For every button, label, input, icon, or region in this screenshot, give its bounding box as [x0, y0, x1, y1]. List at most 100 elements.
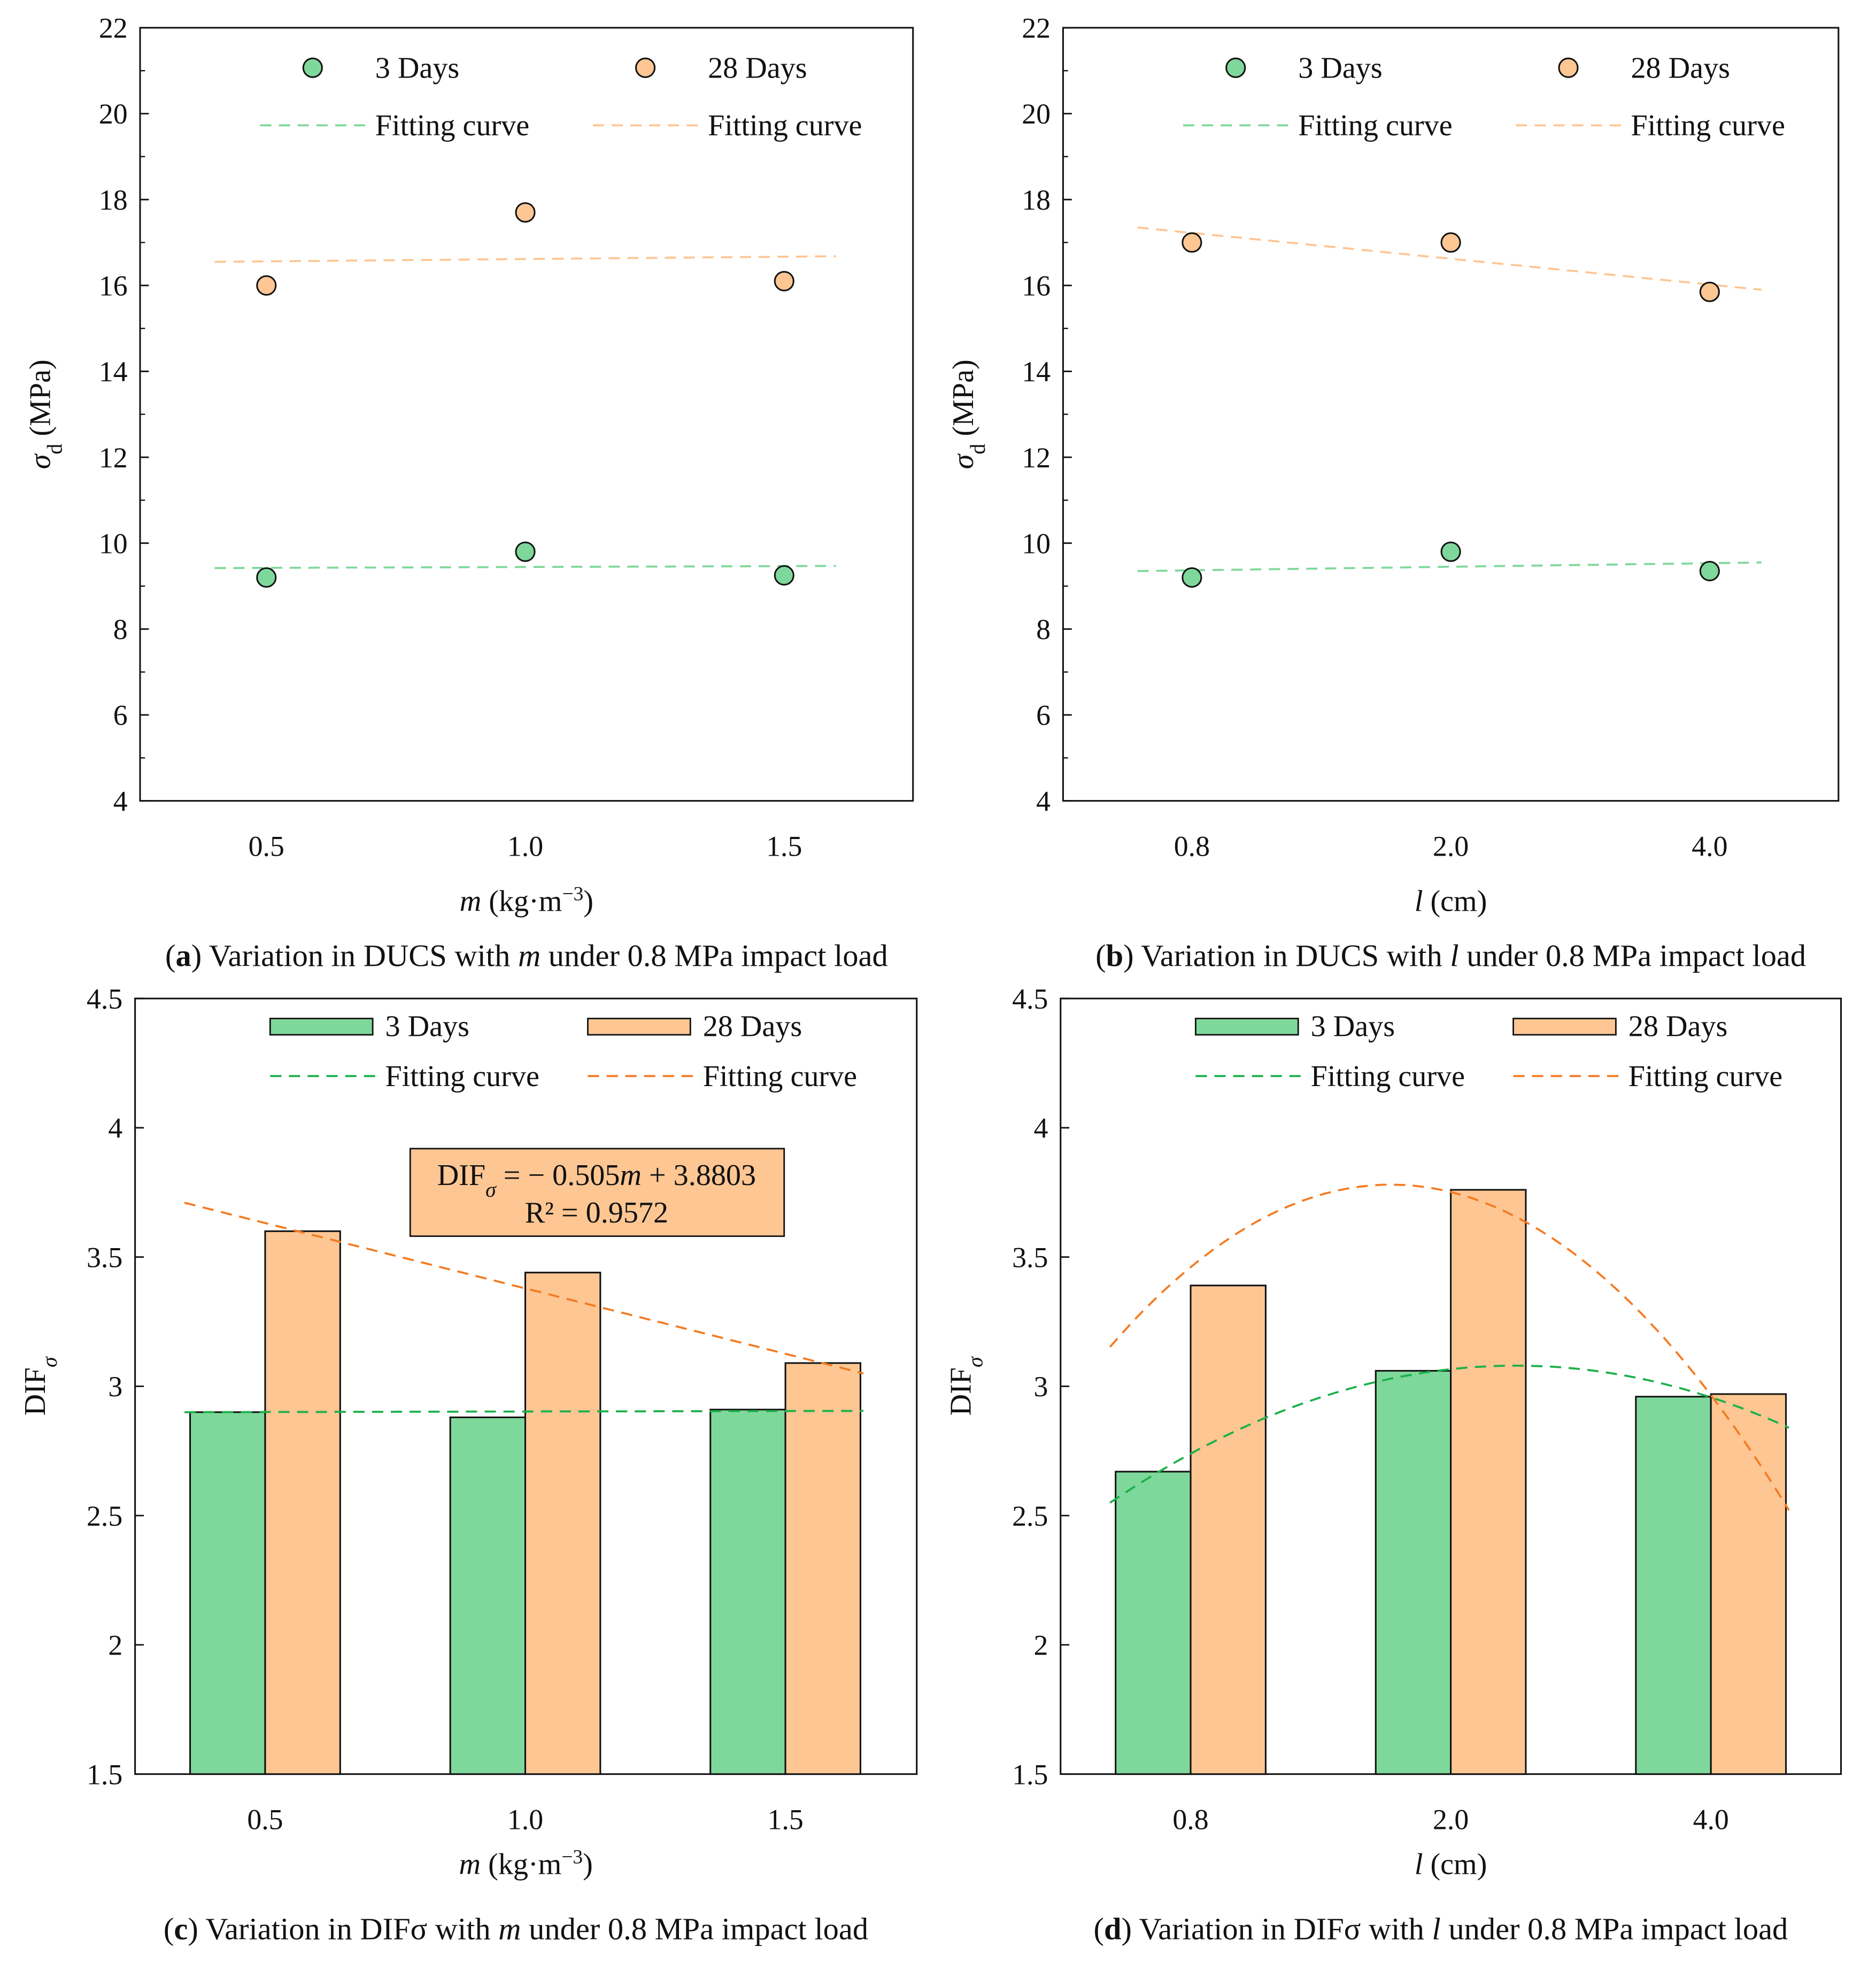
- text-span: Fitting curve: [1628, 1060, 1782, 1093]
- text-span: 3 Days: [375, 51, 459, 84]
- legend-label: 28 Days: [1628, 1010, 1728, 1043]
- text-span: DIF: [944, 1367, 977, 1416]
- text-span: 2.5: [1012, 1500, 1048, 1532]
- y-tick-label: 10: [99, 527, 128, 559]
- y-tick-label: 16: [99, 270, 128, 302]
- text-span: −3: [561, 1846, 583, 1868]
- text-span: 20: [1022, 98, 1051, 130]
- point-3-days: [1182, 567, 1202, 588]
- text-span: 22: [99, 12, 128, 44]
- plot-frame: [139, 27, 914, 802]
- point-28-days: [256, 275, 277, 296]
- text-span: l: [1450, 938, 1458, 973]
- bar-28-days: [784, 1362, 861, 1775]
- text-span: l: [1415, 1848, 1423, 1881]
- text-span: DIF: [19, 1367, 52, 1416]
- bar-28-days: [1710, 1393, 1787, 1775]
- text-span: 28 Days: [708, 51, 807, 84]
- text-span: 4: [113, 785, 128, 817]
- fitting-curve-28-days: [214, 255, 836, 263]
- text-span: 1.5: [767, 1804, 803, 1836]
- chart-panel-b: 4 6 8 10 12 14 16 18 20 22 0.8 2.0 4.0 l (cm) σd (MPa)…: [947, 12, 1840, 973]
- text-span: 4.5: [87, 983, 122, 1015]
- legend-label: 28 Days: [703, 1010, 802, 1043]
- x-tick-label: 1.5: [766, 830, 802, 863]
- y-tick-label: 20: [99, 98, 128, 130]
- point-3-days: [1440, 541, 1461, 562]
- text-span: Fitting curve: [1631, 109, 1785, 142]
- legend-marker-0: [302, 57, 323, 78]
- text-span: 1.0: [507, 1804, 543, 1836]
- text-span: 18: [1022, 184, 1051, 216]
- legend-label: Fitting curve: [1311, 1060, 1465, 1093]
- x-axis-label: l (cm): [1415, 1848, 1487, 1881]
- text-span: 10: [1022, 527, 1051, 559]
- x-tick-label: 0.8: [1172, 1804, 1208, 1836]
- text-span: 28 Days: [1631, 51, 1730, 84]
- panel-caption: (c) Variation in DIFσ with m under 0.8 M…: [164, 1911, 868, 1946]
- bar-28-days: [524, 1272, 601, 1775]
- panel-caption: (b) Variation in DUCS with l under 0.8 M…: [1095, 938, 1806, 973]
- chart-panel-d: 1.5 2 2.5 3 3.5 4 4.5 0.8 2.0 4.0 l (cm) DIFσ (d) Va…: [944, 983, 1842, 1946]
- legend-label: 3 Days: [375, 51, 459, 84]
- y-tick-label: 8: [113, 613, 128, 645]
- y-axis-label: DIFσ: [944, 1356, 987, 1416]
- text-span: ) Variation in DUCS with: [191, 938, 518, 973]
- text-span: 20: [99, 98, 128, 130]
- text-span: (cm): [1423, 1848, 1487, 1881]
- text-span: R² = 0.9572: [525, 1196, 668, 1229]
- text-span: under 0.8 MPa impact load: [541, 938, 888, 973]
- point-28-days: [1182, 232, 1202, 253]
- bar-28-days: [264, 1230, 341, 1775]
- y-tick-label: 4: [1033, 1112, 1048, 1144]
- text-span: 4.5: [1012, 983, 1048, 1015]
- text-span: 6: [1036, 699, 1051, 732]
- text-span: d: [1104, 1911, 1122, 1946]
- text-span: l: [1415, 884, 1423, 918]
- text-span: 18: [99, 184, 128, 216]
- text-span: under 0.8 MPa impact load: [1441, 1911, 1788, 1946]
- bar-3-days: [709, 1409, 786, 1775]
- y-tick-label: 1.5: [87, 1758, 122, 1790]
- text-span: σ: [24, 453, 57, 469]
- x-tick-label: 0.5: [247, 1804, 283, 1836]
- fitting-curve-3-days: [184, 1410, 864, 1413]
- text-span: (: [165, 938, 175, 973]
- text-span: 2: [1033, 1629, 1048, 1661]
- text-span: (MPa): [947, 359, 980, 443]
- text-span: 14: [99, 356, 128, 388]
- equation-text: DIFσ = − 0.505m + 3.8803: [437, 1159, 756, 1202]
- panel-caption: (a) Variation in DUCS with m under 0.8 M…: [165, 938, 888, 973]
- legend-label: Fitting curve: [708, 109, 862, 142]
- fitting-curve-28-days: [184, 1202, 864, 1375]
- y-tick-label: 4: [1036, 785, 1051, 817]
- y-tick-label: 3.5: [87, 1241, 122, 1273]
- text-span: c: [174, 1911, 188, 1946]
- text-span: 1.5: [1012, 1758, 1048, 1790]
- x-axis-label: m (kg·m−3): [460, 883, 593, 918]
- x-tick-label: 0.8: [1174, 830, 1210, 863]
- x-axis-label: m (kg·m−3): [459, 1846, 593, 1881]
- x-tick-label: 4.0: [1693, 1804, 1729, 1836]
- text-span: 22: [1022, 12, 1051, 44]
- point-3-days: [256, 567, 277, 588]
- y-tick-label: 22: [99, 12, 128, 44]
- text-span: 3: [108, 1371, 122, 1403]
- text-span: (: [164, 1911, 174, 1946]
- text-span: 4: [1033, 1112, 1048, 1144]
- text-span: 6: [113, 699, 128, 732]
- text-span: d: [43, 444, 67, 455]
- text-span: 1.0: [507, 830, 543, 863]
- text-span: 3 Days: [385, 1010, 469, 1043]
- text-span: −3: [562, 883, 583, 905]
- x-tick-label: 4.0: [1692, 830, 1727, 863]
- text-span: = − 0.505: [496, 1159, 620, 1192]
- text-span: ): [583, 1848, 593, 1881]
- text-span: Fitting curve: [1311, 1060, 1465, 1093]
- text-span: m: [459, 1848, 481, 1881]
- bar-28-days: [1450, 1189, 1527, 1775]
- y-tick-label: 1.5: [1012, 1758, 1048, 1790]
- text-span: 4: [1036, 785, 1051, 817]
- legend-label: Fitting curve: [1628, 1060, 1782, 1093]
- text-span: 10: [99, 527, 128, 559]
